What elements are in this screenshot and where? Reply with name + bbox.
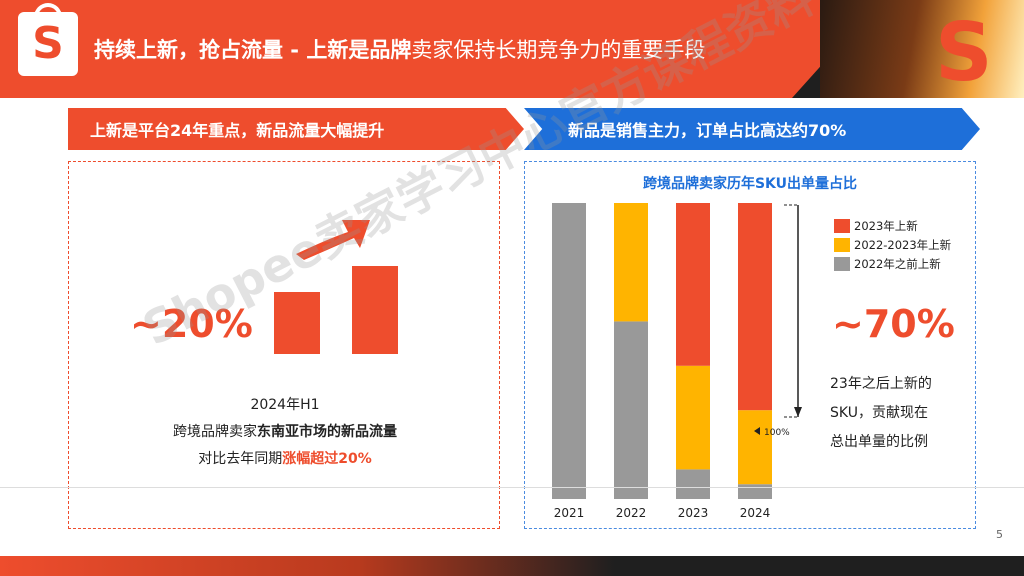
arrow-down-icon bbox=[794, 407, 802, 417]
header-bar: S 持续上新，抢占流量 - 上新是品牌卖家保持长期竞争力的重要手段 S bbox=[0, 0, 1024, 98]
bar-2024-series-2 bbox=[738, 203, 772, 411]
divider-line bbox=[0, 487, 1024, 488]
header-glow bbox=[820, 0, 1024, 98]
legend-item-2022-2023: 2022-2023年上新 bbox=[834, 235, 951, 254]
bar-2022-series-0 bbox=[614, 321, 648, 499]
shopee-bag-icon: S bbox=[18, 3, 78, 76]
title-part3: 卖家保持长期竞争力的重要手段 bbox=[411, 38, 706, 62]
bar-2023-series-1 bbox=[676, 365, 710, 470]
legend-item-2023: 2023年上新 bbox=[834, 216, 951, 235]
shopee-s-logo-icon: S bbox=[935, 6, 993, 98]
growth-bars-icon bbox=[274, 220, 398, 354]
bar-2022-series-1 bbox=[614, 203, 648, 322]
left-banner: 上新是平台24年重点，新品流量大幅提升 bbox=[68, 108, 524, 150]
left-big-percent: ~20% bbox=[130, 302, 253, 346]
chart-title: 跨境品牌卖家历年SKU出单量占比 bbox=[642, 176, 858, 192]
title-part1: 持续上新，抢占流量 - bbox=[94, 38, 307, 62]
page-number: 5 bbox=[996, 528, 1003, 541]
x-tick-label: 2021 bbox=[554, 506, 585, 520]
page-title: 持续上新，抢占流量 - 上新是品牌卖家保持长期竞争力的重要手段 bbox=[94, 34, 705, 64]
right-description: 23年之后上新的 SKU，贡献现在 总出单量的比例 bbox=[830, 376, 932, 450]
bar-2023-series-0 bbox=[676, 469, 710, 499]
title-part2: 上新是品牌 bbox=[306, 38, 412, 62]
header-orange-band bbox=[0, 0, 880, 98]
footer-bar bbox=[0, 556, 1024, 576]
pointer-left-icon bbox=[754, 427, 760, 435]
right-big-percent: ~70% bbox=[832, 302, 955, 346]
left-panel bbox=[68, 161, 500, 529]
bar-2024-series-1 bbox=[738, 410, 772, 485]
chart-legend: 2023年上新 2022-2023年上新 2022年之前上新 bbox=[834, 216, 951, 273]
x-tick-label: 2023 bbox=[678, 506, 709, 520]
bar-2023-series-2 bbox=[676, 203, 710, 366]
logo-letter: S bbox=[32, 18, 64, 69]
right-panel bbox=[524, 161, 976, 529]
desc-line1: 2024年H1 bbox=[250, 397, 320, 413]
left-description: 2024年H1 跨境品牌卖家东南亚市场的新品流量 对比去年同期涨幅超过20% bbox=[90, 392, 480, 473]
desc-line2: 跨境品牌卖家东南亚市场的新品流量 bbox=[173, 424, 397, 440]
bar-2021-series-0 bbox=[552, 203, 586, 499]
x-tick-label: 2022 bbox=[616, 506, 647, 520]
annotation-100-label: 100% bbox=[764, 428, 790, 438]
legend-item-pre-2022: 2022年之前上新 bbox=[834, 254, 951, 273]
stacked-bar-chart: 2021 2022 2023 2024 100% bbox=[552, 203, 802, 520]
right-banner: 新品是销售主力，订单占比高达约70% bbox=[524, 108, 980, 150]
x-tick-label: 2024 bbox=[740, 506, 771, 520]
desc-line3: 对比去年同期涨幅超过20% bbox=[198, 451, 372, 467]
